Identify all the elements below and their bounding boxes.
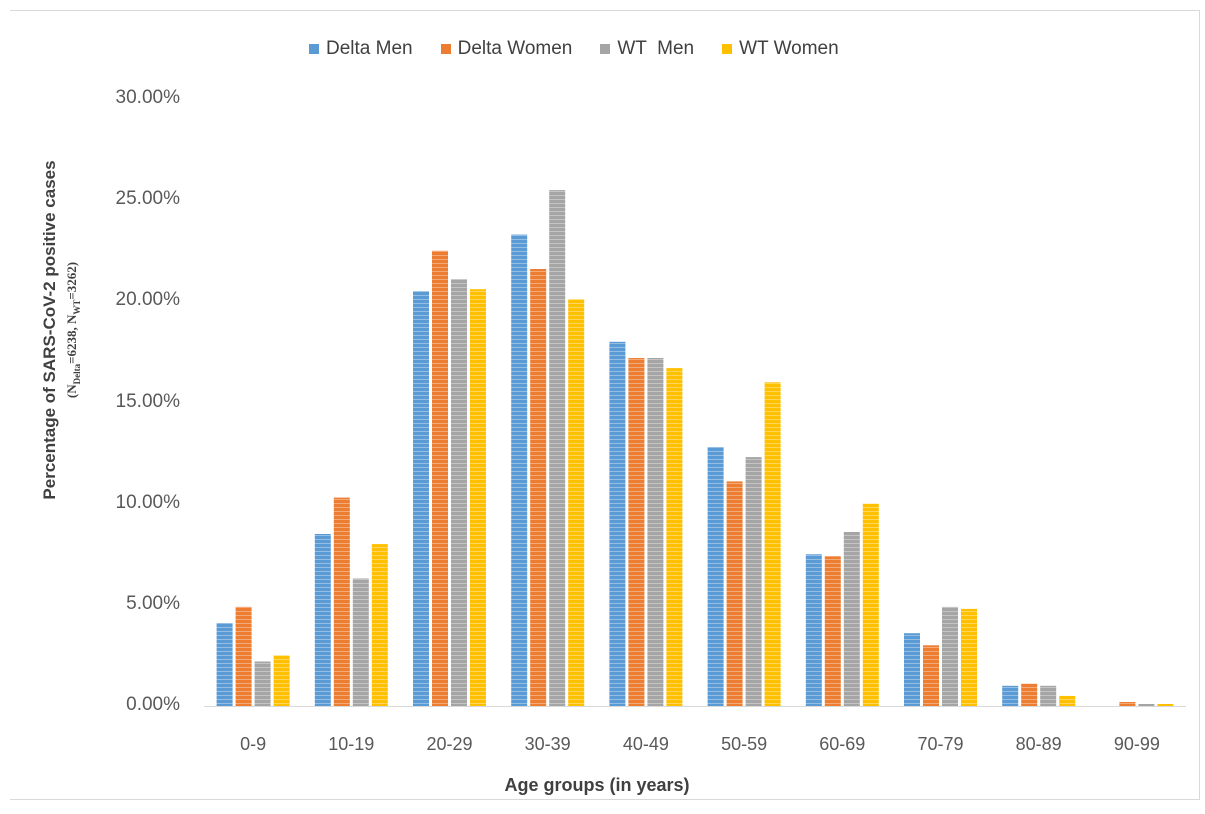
- x-tick-label: 40-49: [622, 734, 669, 754]
- bar-delta-men-0-9: [216, 623, 233, 706]
- legend-item-delta-women: Delta Women: [440, 38, 573, 60]
- bar-delta-women-30-39: [530, 269, 547, 706]
- legend-swatch-wt-men: [600, 44, 611, 54]
- bar-delta-men-20-29: [413, 291, 429, 706]
- legend-item-delta-men: Delta Men: [309, 38, 413, 60]
- bar-delta-men-60-69: [805, 554, 822, 707]
- x-tick-label: 20-29: [426, 734, 473, 754]
- bar-delta-women-80-89: [1021, 683, 1038, 706]
- y-sub-wt: WT: [71, 299, 82, 315]
- y-axis-subtitle: (NDelta=6238, NWT=3262): [64, 262, 82, 398]
- bar-wt-women-80-89: [1059, 695, 1076, 706]
- y-tick-label: 30.00%: [115, 87, 180, 108]
- y-tick-label: 20.00%: [115, 289, 180, 311]
- bar-delta-women-60-69: [824, 556, 841, 706]
- legend-swatch-delta-women: [440, 44, 451, 54]
- bar-delta-men-10-19: [314, 534, 331, 706]
- chart-frame: [10, 10, 1200, 800]
- bar-delta-women-50-59: [726, 481, 743, 706]
- bar-delta-women-10-19: [333, 497, 350, 706]
- bar-delta-women-90-99: [1119, 702, 1136, 706]
- bar-delta-women-20-29: [432, 250, 448, 707]
- bar-delta-women-40-49: [628, 358, 645, 706]
- legend-label-wt-women: WT Women: [739, 38, 839, 59]
- x-axis-title: Age groups (in years): [504, 775, 690, 795]
- legend-label-delta-men: Delta Men: [326, 38, 413, 59]
- bar-delta-men-50-59: [707, 447, 724, 706]
- bar-wt-men-30-39: [549, 190, 566, 707]
- y-tick-label: 0.00%: [126, 694, 180, 715]
- bar-wt-men-50-59: [745, 457, 762, 706]
- bar-wt-women-60-69: [862, 503, 879, 706]
- legend-swatch-delta-men: [309, 44, 319, 54]
- bar-wt-men-60-69: [843, 532, 860, 706]
- y-tick-label: 5.00%: [126, 592, 180, 614]
- bar-wt-women-90-99: [1157, 704, 1174, 706]
- x-tick-label: 70-79: [917, 734, 964, 754]
- x-tick-label: 10-19: [328, 734, 375, 754]
- legend-swatch-wt-women: [722, 44, 733, 54]
- x-tick-label: 30-39: [524, 734, 571, 754]
- legend-item-wt-men: WT Men: [600, 38, 694, 60]
- bar-wt-women-70-79: [961, 608, 977, 706]
- bar-wt-men-90-99: [1138, 704, 1155, 706]
- bar-delta-men-30-39: [511, 234, 528, 706]
- bar-wt-men-80-89: [1040, 685, 1057, 706]
- bar-wt-men-10-19: [352, 578, 369, 706]
- bar-wt-women-0-9: [273, 655, 290, 706]
- x-tick-label: 0-9: [240, 734, 267, 754]
- legend-item-wt-women: WT Women: [722, 38, 839, 60]
- bar-delta-men-80-89: [1002, 685, 1019, 706]
- y-tick-label: 25.00%: [115, 188, 180, 210]
- bar-wt-men-0-9: [254, 661, 271, 706]
- bar-wt-women-30-39: [568, 299, 585, 706]
- legend: Delta Men Delta Women WT Men WT Women: [309, 38, 839, 60]
- x-tick-label: 50-59: [721, 734, 768, 754]
- bar-delta-women-0-9: [235, 606, 252, 706]
- legend-label-delta-women: Delta Women: [457, 38, 573, 59]
- y-sub-delta: Delta: [71, 363, 82, 385]
- y-sub-delta-val: =6238, N: [64, 314, 80, 364]
- y-sub-open: (N: [64, 384, 80, 399]
- bar-wt-women-50-59: [764, 382, 781, 706]
- bar-wt-women-10-19: [371, 544, 388, 706]
- y-tick-label: 15.00%: [115, 390, 180, 412]
- x-tick-label: 60-69: [819, 734, 866, 754]
- bar-wt-women-40-49: [666, 368, 683, 706]
- y-sub-wt-val: =3262): [64, 261, 80, 300]
- y-tick-label: 10.00%: [115, 491, 180, 513]
- bar-wt-men-40-49: [647, 358, 664, 706]
- bar-wt-men-70-79: [942, 606, 958, 706]
- legend-label-wt-men: WT Men: [617, 38, 695, 59]
- x-tick-label: 80-89: [1015, 734, 1062, 754]
- x-tick-label: 90-99: [1113, 734, 1160, 754]
- y-axis-title: Percentage of SARS-CoV-2 positive cases: [40, 160, 59, 500]
- bar-wt-women-20-29: [470, 289, 486, 706]
- bar-wt-men-20-29: [451, 279, 467, 706]
- bar-delta-men-40-49: [609, 341, 626, 706]
- bar-delta-men-70-79: [904, 633, 920, 706]
- bar-delta-women-70-79: [923, 645, 939, 706]
